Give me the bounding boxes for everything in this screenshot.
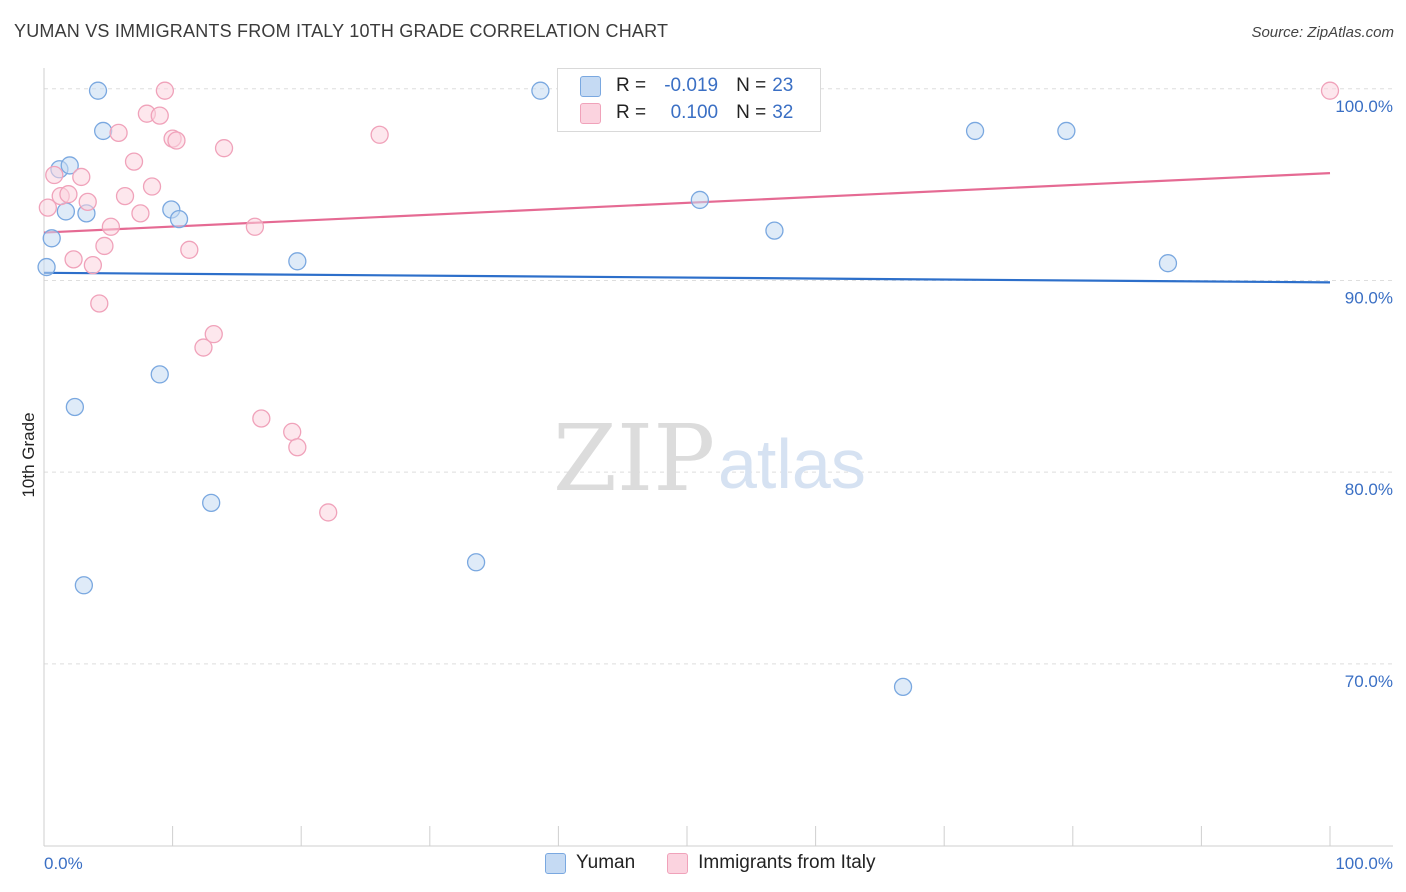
data-point-italy	[78, 192, 97, 212]
trend-line-italy	[43, 172, 1331, 234]
legend-n-label: N =	[736, 75, 767, 96]
legend-n-value: 32	[772, 102, 794, 123]
data-point-italy	[1320, 81, 1340, 100]
data-point-italy	[131, 204, 150, 223]
series-legend: Yuman Immigrants from Italy	[545, 852, 908, 874]
data-point-yuman	[169, 209, 189, 229]
legend-swatch-italy	[667, 852, 689, 874]
legend-n-label: N =	[736, 102, 767, 123]
legend-item-italy[interactable]: Immigrants from Italy	[667, 852, 876, 874]
data-point-italy	[180, 240, 199, 259]
legend-swatch-yuman	[580, 75, 601, 97]
y-tick-label: 80.0%	[1345, 480, 1393, 499]
axes	[43, 68, 1393, 847]
data-point-italy	[155, 81, 175, 100]
gridlines	[44, 88, 1393, 665]
legend-swatch-yuman	[545, 852, 566, 874]
data-point-italy	[72, 167, 91, 187]
x-tick-label-max: 100.0%	[1335, 854, 1393, 873]
data-point-yuman	[37, 257, 56, 277]
data-point-italy	[38, 198, 58, 217]
axis-labels: 70.0% 80.0% 90.0% 100.0% 0.0% 100.0% 10th Grad…	[19, 97, 1393, 873]
data-point-italy	[95, 236, 114, 256]
data-point-italy	[90, 294, 109, 313]
data-point-yuman	[288, 252, 307, 271]
data-point-italy	[142, 177, 162, 196]
trend-lines	[43, 172, 1331, 284]
data-point-yuman	[1158, 254, 1178, 273]
data-point-italy	[245, 217, 265, 236]
data-point-italy	[109, 123, 128, 142]
data-point-italy	[101, 217, 121, 236]
data-point-italy	[252, 409, 271, 428]
data-point-italy	[59, 185, 78, 204]
legend-swatch-italy	[580, 102, 601, 124]
y-tick-label: 70.0%	[1345, 672, 1393, 691]
data-points	[37, 81, 1340, 697]
legend-r-label: R =	[616, 102, 647, 123]
y-tick-label: 90.0%	[1345, 288, 1393, 307]
data-point-yuman	[65, 397, 85, 417]
data-point-italy	[115, 186, 135, 206]
data-point-italy	[283, 422, 302, 442]
legend-n-value: 23	[772, 75, 794, 96]
legend-label-yuman: Yuman	[576, 852, 636, 873]
legend-r-label: R =	[616, 75, 647, 96]
data-point-yuman	[202, 493, 221, 512]
legend-row-italy: R = 0.100 N = 32	[580, 101, 794, 125]
watermark-zip: ZIP	[553, 405, 715, 512]
legend-item-yuman[interactable]: Yuman	[545, 852, 635, 874]
data-point-italy	[288, 438, 307, 457]
data-point-italy	[83, 255, 103, 275]
data-point-italy	[124, 152, 144, 171]
legend-label-italy: Immigrants from Italy	[698, 852, 876, 873]
data-point-yuman	[94, 121, 113, 141]
data-point-yuman	[56, 202, 76, 221]
trend-line-yuman	[43, 271, 1331, 284]
y-tick-label: 100.0%	[1335, 97, 1393, 116]
data-point-yuman	[690, 190, 710, 210]
watermark-atlas: atlas	[718, 425, 866, 503]
data-point-yuman	[60, 156, 79, 175]
data-point-yuman	[965, 121, 985, 141]
source-label: Source: ZipAtlas.com	[1251, 24, 1394, 41]
data-point-yuman	[765, 221, 784, 240]
data-point-yuman	[466, 553, 486, 572]
data-point-yuman	[1057, 121, 1076, 141]
legend-r-value: -0.019	[664, 75, 719, 96]
data-point-italy	[370, 125, 389, 144]
data-point-italy	[214, 139, 234, 158]
data-point-italy	[150, 106, 169, 125]
data-point-italy	[319, 503, 338, 522]
data-point-yuman	[150, 365, 169, 384]
data-point-yuman	[531, 81, 550, 100]
chart-title: YUMAN VS IMMIGRANTS FROM ITALY 10TH GRAD…	[14, 21, 669, 41]
x-tick-label-min: 0.0%	[44, 854, 83, 873]
data-point-yuman	[893, 677, 913, 697]
data-point-italy	[45, 165, 64, 185]
y-axis-title: 10th Grade	[19, 412, 38, 497]
stats-legend: R = -0.019 N = 23 R = 0.100 N = 32	[557, 68, 821, 132]
data-point-italy	[204, 324, 223, 344]
data-point-yuman	[74, 576, 94, 595]
data-point-yuman	[42, 229, 61, 248]
legend-row-yuman: R = -0.019 N = 23	[580, 74, 794, 98]
data-point-italy	[64, 250, 83, 269]
data-point-italy	[167, 131, 186, 150]
data-point-italy	[194, 338, 213, 357]
legend-r-value: 0.100	[670, 102, 719, 123]
data-point-yuman	[88, 81, 108, 100]
